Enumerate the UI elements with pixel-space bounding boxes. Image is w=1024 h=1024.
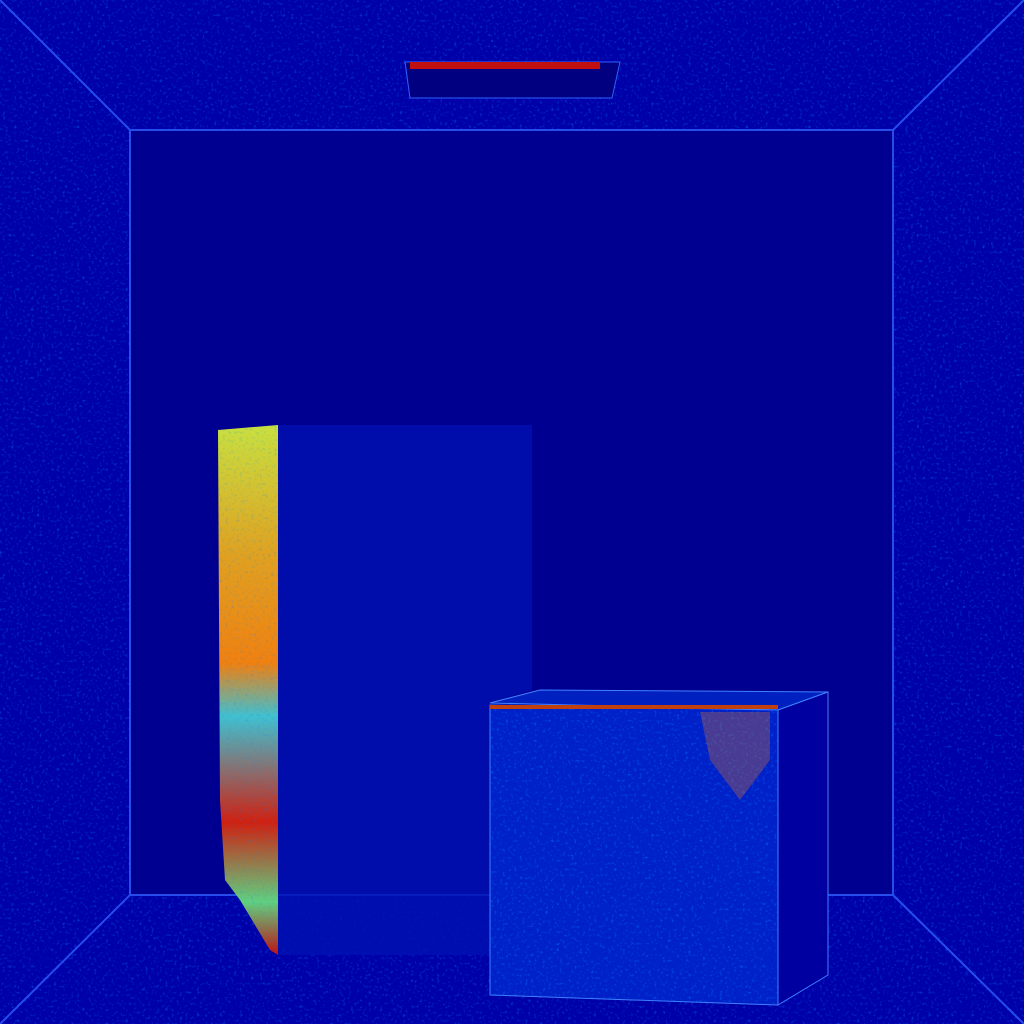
light-edge bbox=[410, 62, 600, 69]
short-box-side bbox=[777, 691, 829, 1006]
short-box-noise bbox=[490, 705, 778, 1005]
tall-box-noise bbox=[218, 425, 278, 955]
tall-box-face bbox=[278, 425, 532, 955]
short-box-hotspot bbox=[700, 712, 770, 800]
short-box-edge bbox=[490, 705, 778, 709]
